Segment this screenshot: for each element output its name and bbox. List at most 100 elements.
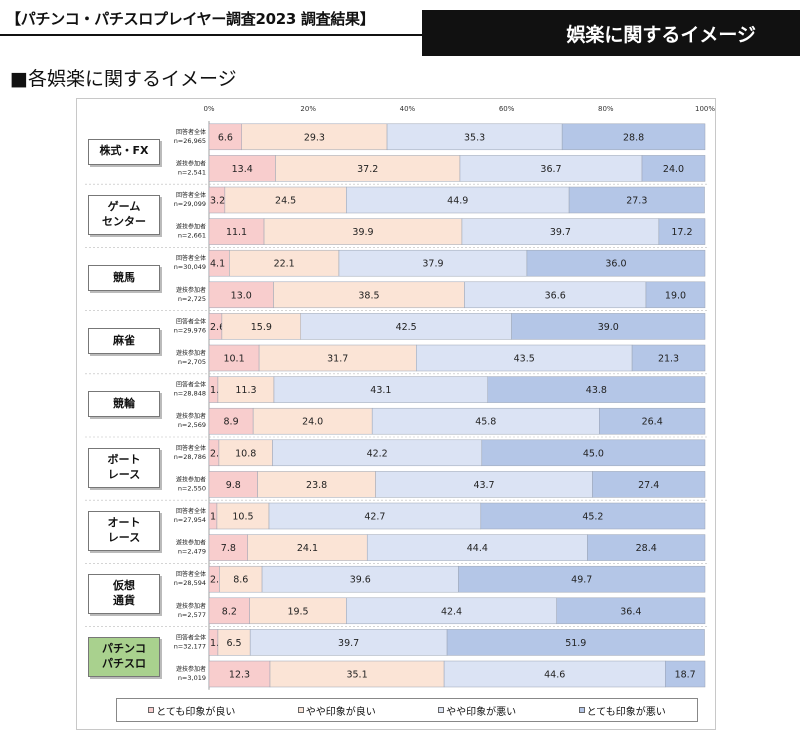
category-label: オート レース [88,510,160,551]
data-label: 13.0 [231,290,252,301]
row-group-label: 回答者全体 [176,633,206,641]
data-label: 36.4 [620,606,641,617]
data-label: 44.9 [447,196,468,207]
data-label: 11.3 [235,385,256,396]
row-n-label: n=32,177 [174,642,206,650]
row-n-label: n=2,479 [178,548,206,556]
data-label: 35.1 [346,670,367,681]
row-group-label: 遊技参加者 [176,286,206,294]
row-n-label: n=28,848 [174,390,206,398]
bar-segment-somewhat-bad [300,313,512,340]
data-label: 49.7 [571,575,592,586]
title-underline [0,34,440,36]
data-label: 24.0 [302,417,323,428]
data-label: 43.7 [473,480,494,491]
data-label: 3.2 [210,196,225,207]
data-label: 19.5 [287,606,308,617]
bar-segment-very-good [208,597,250,625]
row-n-label: n=27,954 [174,516,206,524]
data-label: 42.7 [364,512,385,523]
x-tick-label: 100% [695,105,715,113]
row-group-label: 回答者全体 [176,507,206,515]
row-n-label: n=2,569 [178,421,206,429]
legend-swatch-very-good [148,707,155,713]
category-label: 株式・FX [88,138,160,165]
row-group-label: 回答者全体 [176,317,206,325]
bar-segment-somewhat-bad [272,439,483,467]
data-label: 27.4 [638,480,659,491]
bar-segment-very-bad [641,155,706,182]
data-label: 26.4 [642,417,663,428]
data-label: 2.0 [210,448,225,459]
data-label: 13.4 [232,164,253,175]
bar-segment-very-bad [458,565,706,593]
data-label: 6.6 [218,132,233,143]
data-label: 18.7 [675,670,696,681]
data-label: 23.8 [306,480,327,491]
category-label: ゲーム センター [88,194,160,235]
bar-segment-very-bad [599,407,706,435]
legend-label-somewhat-good: やや印象が良い [305,706,376,718]
chart-legend: とても印象が良い やや印象が良い やや印象が悪い とても印象が悪い [116,698,698,722]
data-label: 24.1 [297,543,318,554]
data-label: 1.8 [210,638,225,649]
legend-label-somewhat-bad: やや印象が悪い [446,706,517,718]
bar-segment-very-bad [631,344,706,372]
data-label: 39.6 [350,575,371,586]
bar-segment-very-good [208,534,248,561]
bar-segment-somewhat-bad [443,660,666,688]
row-n-label: n=2,705 [178,358,206,366]
data-label: 42.5 [396,322,417,333]
row-n-label: n=2,577 [178,611,206,619]
row-n-label: n=2,725 [178,295,206,303]
row-group-label: 遊技参加者 [176,539,206,547]
legend-item-very-bad: とても印象が悪い [578,703,666,718]
row-group-label: 遊技参加者 [176,349,206,357]
data-label: 21.3 [658,354,679,365]
bar-segment-very-bad [446,629,705,656]
row-n-label: n=2,661 [178,232,206,240]
data-label: 8.9 [224,417,239,428]
data-label: 35.3 [464,132,485,143]
data-label: 42.2 [367,448,388,459]
bar-segment-somewhat-bad [346,186,570,214]
data-label: 39.7 [550,227,571,238]
bar-segment-somewhat-good [263,218,463,245]
row-n-label: n=29,099 [174,200,206,208]
row-n-label: n=28,786 [174,453,206,461]
bar-segment-very-bad [561,123,706,151]
bar-segment-somewhat-bad [464,281,647,309]
data-label: 10.5 [232,512,253,523]
data-label: 2.6 [210,322,225,333]
bar-segment-very-good [208,471,258,498]
x-tick-label: 60% [499,105,515,113]
row-n-label: n=3,019 [178,674,206,682]
bar-segment-very-bad [658,218,706,245]
data-label: 51.9 [565,638,586,649]
data-label: 42.4 [441,606,462,617]
data-label: 39.7 [338,638,359,649]
data-label: 10.8 [235,448,256,459]
bar-segment-very-bad [592,471,706,498]
bar-segment-somewhat-good [257,471,376,498]
data-label: 2.1 [210,575,225,586]
data-label: 36.0 [605,259,626,270]
row-n-label: n=26,965 [174,137,206,145]
bar-segment-very-good [208,344,260,372]
row-group-label: 回答者全体 [176,191,206,199]
data-label: 36.6 [545,290,566,301]
data-label: 17.2 [671,227,692,238]
bar-segment-very-bad [587,534,706,561]
bar-segment-very-bad [511,313,706,340]
legend-swatch-somewhat-bad [438,707,445,713]
data-label: 28.8 [623,132,644,143]
bar-segment-somewhat-bad [371,407,600,435]
bar-segment-somewhat-good [217,376,275,403]
data-label: 22.1 [274,259,295,270]
bar-segment-very-bad [556,597,706,625]
data-label: 11.1 [226,227,247,238]
x-tick-label: 80% [598,105,614,113]
row-n-label: n=30,049 [174,263,206,271]
bar-segment-very-bad [487,376,706,403]
data-label: 24.0 [663,164,684,175]
